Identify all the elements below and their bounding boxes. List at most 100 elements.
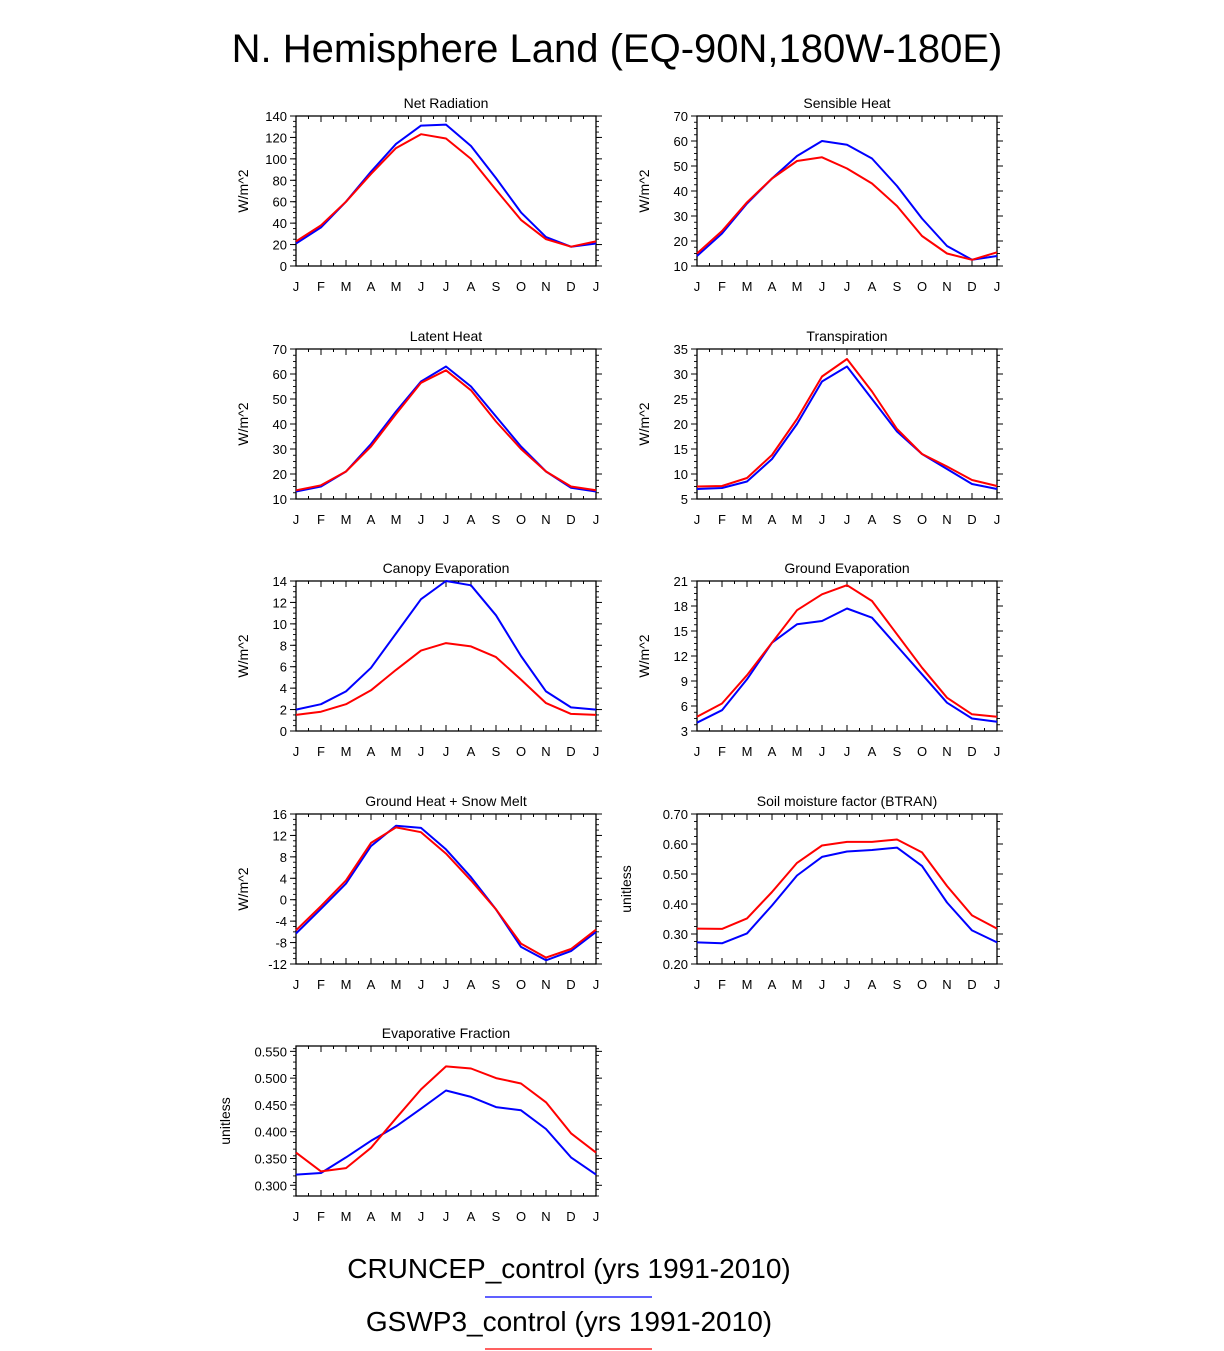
panel-title: Soil moisture factor (BTRAN)	[757, 793, 937, 809]
x-tick-label: M	[341, 512, 352, 527]
series-line-gswp3-control	[295, 133, 597, 248]
x-tick-label: D	[967, 512, 976, 527]
x-tick-label: M	[742, 744, 753, 759]
x-tick-label: J	[418, 512, 425, 527]
x-tick-label: A	[367, 744, 376, 759]
x-tick-label: M	[341, 744, 352, 759]
x-tick-label: A	[868, 279, 877, 294]
x-tick-label: S	[492, 977, 501, 992]
x-tick-label: M	[341, 977, 352, 992]
x-tick-label: J	[694, 512, 701, 527]
x-tick-label: J	[694, 279, 701, 294]
x-tick-label: O	[516, 744, 526, 759]
x-tick-label: S	[893, 279, 902, 294]
y-tick-label: 6	[681, 699, 688, 714]
x-tick-label: A	[868, 744, 877, 759]
y-tick-label: -4	[275, 914, 287, 929]
x-tick-label: D	[566, 279, 575, 294]
x-tick-label: D	[566, 977, 575, 992]
x-tick-label: A	[768, 279, 777, 294]
x-tick-label: J	[593, 744, 600, 759]
y-tick-label: 20	[674, 417, 688, 432]
y-tick-label: 0.30	[663, 927, 688, 942]
panel-title: Evaporative Fraction	[382, 1025, 510, 1041]
y-tick-label: 12	[674, 649, 688, 664]
y-tick-label: 5	[681, 492, 688, 507]
x-tick-label: J	[593, 279, 600, 294]
panel-title: Ground Heat + Snow Melt	[365, 793, 527, 809]
y-tick-label: 4	[280, 871, 287, 886]
x-tick-label: D	[967, 279, 976, 294]
series-line-cruncep-control	[295, 365, 597, 493]
x-tick-label: A	[868, 512, 877, 527]
x-tick-label: A	[467, 744, 476, 759]
y-tick-label: 35	[674, 342, 688, 357]
x-tick-label: J	[418, 977, 425, 992]
series-line-cruncep-control	[295, 1089, 597, 1176]
y-tick-label: 20	[273, 238, 287, 253]
series-line-gswp3-control	[295, 369, 597, 492]
x-tick-label: A	[367, 1209, 376, 1224]
series-line-cruncep-control	[295, 580, 597, 711]
x-tick-label: J	[694, 977, 701, 992]
y-tick-label: 120	[265, 130, 287, 145]
y-tick-label: 0.500	[254, 1071, 287, 1086]
y-tick-label: 14	[273, 574, 287, 589]
x-tick-label: F	[317, 512, 325, 527]
y-tick-label: 10	[273, 492, 287, 507]
y-tick-label: 9	[681, 674, 688, 689]
series-line-gswp3-control	[696, 156, 998, 261]
x-tick-label: N	[541, 977, 550, 992]
x-tick-label: J	[418, 1209, 425, 1224]
x-tick-label: J	[819, 977, 826, 992]
y-tick-label: 30	[273, 442, 287, 457]
x-tick-label: M	[742, 279, 753, 294]
x-tick-label: M	[742, 977, 753, 992]
y-tick-label: 60	[273, 367, 287, 382]
y-tick-label: 0.300	[254, 1178, 287, 1193]
x-tick-label: J	[819, 279, 826, 294]
x-tick-label: O	[917, 279, 927, 294]
x-tick-label: O	[516, 1209, 526, 1224]
y-tick-label: 0.400	[254, 1125, 287, 1140]
plot-frame	[696, 115, 998, 267]
x-tick-label: A	[467, 977, 476, 992]
y-tick-label: -8	[275, 936, 287, 951]
x-tick-label: J	[994, 744, 1001, 759]
y-tick-label: 80	[273, 173, 287, 188]
y-axis-label: unitless	[217, 1097, 233, 1144]
y-axis-label: W/m^2	[235, 634, 251, 677]
x-tick-label: A	[367, 977, 376, 992]
x-tick-label: J	[443, 744, 450, 759]
x-tick-label: D	[566, 512, 575, 527]
y-tick-label: 10	[674, 259, 688, 274]
x-tick-label: F	[718, 279, 726, 294]
x-tick-label: A	[467, 512, 476, 527]
x-tick-label: N	[541, 744, 550, 759]
x-tick-label: M	[341, 1209, 352, 1224]
y-tick-label: 70	[273, 342, 287, 357]
y-tick-label: 25	[674, 392, 688, 407]
panel-title: Canopy Evaporation	[383, 560, 510, 576]
y-tick-label: 0.550	[254, 1044, 287, 1059]
y-axis-label: W/m^2	[636, 169, 652, 212]
x-tick-label: A	[768, 977, 777, 992]
x-tick-label: S	[893, 512, 902, 527]
x-tick-label: J	[819, 744, 826, 759]
y-tick-label: 0.70	[663, 807, 688, 822]
figure-title: N. Hemisphere Land (EQ-90N,180W-180E)	[232, 27, 1003, 71]
x-tick-label: J	[593, 1209, 600, 1224]
y-tick-label: 0	[280, 724, 287, 739]
x-tick-label: J	[293, 1209, 300, 1224]
y-tick-label: 20	[674, 234, 688, 249]
x-tick-label: M	[792, 512, 803, 527]
y-axis-label: W/m^2	[235, 402, 251, 445]
x-tick-label: O	[516, 279, 526, 294]
